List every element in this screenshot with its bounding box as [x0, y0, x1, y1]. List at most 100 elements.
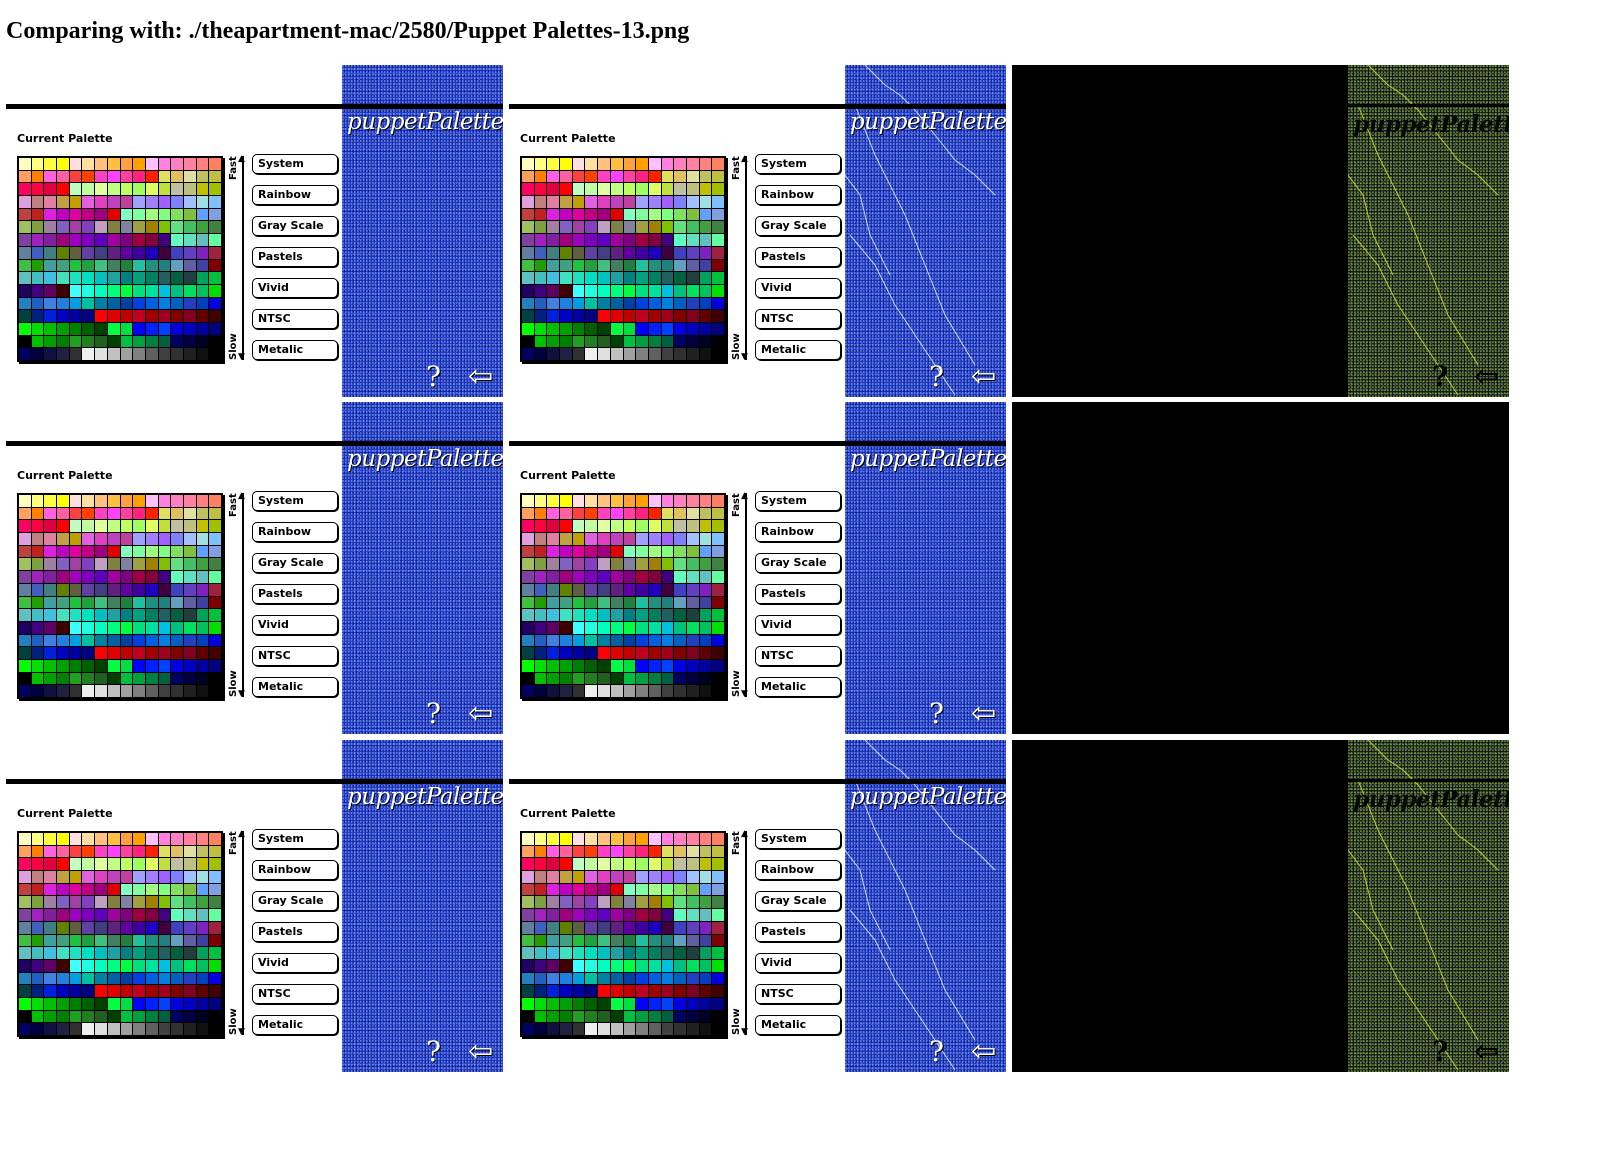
palette-swatch[interactable]: [57, 621, 69, 634]
palette-swatch[interactable]: [648, 571, 661, 583]
palette-swatch[interactable]: [534, 558, 547, 571]
palette-swatch[interactable]: [636, 322, 648, 335]
palette-swatch[interactable]: [648, 883, 661, 896]
palette-swatch[interactable]: [31, 972, 44, 985]
palette-swatch[interactable]: [522, 183, 534, 196]
palette-swatch[interactable]: [598, 520, 610, 533]
palette-button-metalic[interactable]: Metalic: [755, 1015, 841, 1035]
palette-swatch[interactable]: [712, 158, 724, 170]
palette-swatch[interactable]: [598, 921, 610, 934]
palette-swatch[interactable]: [623, 310, 636, 322]
palette-swatch[interactable]: [82, 1023, 95, 1035]
palette-swatch[interactable]: [145, 883, 158, 896]
palette-swatch[interactable]: [145, 972, 158, 985]
palette-swatch[interactable]: [196, 659, 209, 672]
palette-swatch[interactable]: [196, 272, 209, 284]
palette-swatch[interactable]: [547, 596, 560, 609]
palette-swatch[interactable]: [196, 1023, 209, 1035]
palette-swatch[interactable]: [171, 659, 183, 672]
palette-swatch[interactable]: [712, 297, 724, 310]
palette-swatch[interactable]: [44, 571, 57, 583]
palette-swatch[interactable]: [534, 883, 547, 896]
palette-swatch[interactable]: [598, 621, 610, 634]
palette-swatch[interactable]: [560, 272, 572, 284]
palette-swatch[interactable]: [209, 596, 221, 609]
palette-swatch[interactable]: [19, 583, 31, 596]
palette-swatch[interactable]: [560, 997, 572, 1010]
palette-swatch[interactable]: [183, 883, 196, 896]
palette-swatch[interactable]: [95, 322, 107, 335]
palette-swatch[interactable]: [686, 972, 699, 985]
palette-swatch[interactable]: [534, 571, 547, 583]
palette-swatch[interactable]: [547, 335, 560, 348]
palette-swatch[interactable]: [44, 183, 57, 196]
palette-swatch[interactable]: [598, 833, 610, 845]
palette-swatch[interactable]: [598, 997, 610, 1010]
palette-swatch[interactable]: [171, 208, 183, 221]
palette-swatch[interactable]: [610, 297, 623, 310]
palette-swatch[interactable]: [82, 507, 95, 520]
palette-swatch[interactable]: [145, 533, 158, 545]
palette-swatch[interactable]: [95, 183, 107, 196]
palette-swatch[interactable]: [183, 934, 196, 947]
palette-swatch[interactable]: [82, 685, 95, 697]
palette-swatch[interactable]: [120, 297, 133, 310]
palette-swatch[interactable]: [196, 909, 209, 921]
palette-swatch[interactable]: [57, 634, 69, 647]
palette-swatch[interactable]: [610, 545, 623, 558]
palette-swatch[interactable]: [636, 659, 648, 672]
palette-swatch[interactable]: [82, 596, 95, 609]
palette-swatch[interactable]: [171, 609, 183, 621]
palette-swatch[interactable]: [560, 348, 572, 360]
palette-swatch[interactable]: [95, 596, 107, 609]
palette-swatch[interactable]: [57, 883, 69, 896]
palette-swatch[interactable]: [636, 896, 648, 909]
palette-swatch[interactable]: [534, 634, 547, 647]
palette-swatch[interactable]: [661, 959, 674, 972]
palette-swatch[interactable]: [560, 558, 572, 571]
palette-swatch[interactable]: [699, 621, 712, 634]
palette-swatch[interactable]: [120, 310, 133, 322]
palette-swatch[interactable]: [610, 647, 623, 659]
palette-swatch[interactable]: [712, 196, 724, 208]
palette-swatch[interactable]: [209, 259, 221, 272]
palette-swatch[interactable]: [572, 634, 585, 647]
palette-swatch[interactable]: [82, 985, 95, 997]
palette-swatch[interactable]: [31, 959, 44, 972]
palette-swatch[interactable]: [44, 495, 57, 507]
palette-swatch[interactable]: [31, 845, 44, 858]
palette-swatch[interactable]: [610, 858, 623, 871]
palette-swatch[interactable]: [598, 170, 610, 183]
palette-swatch[interactable]: [44, 997, 57, 1010]
palette-swatch[interactable]: [648, 533, 661, 545]
palette-swatch[interactable]: [82, 909, 95, 921]
palette-swatch[interactable]: [44, 208, 57, 221]
palette-swatch[interactable]: [547, 507, 560, 520]
palette-swatch[interactable]: [534, 322, 547, 335]
palette-swatch[interactable]: [145, 348, 158, 360]
palette-swatch[interactable]: [636, 348, 648, 360]
palette-swatch[interactable]: [69, 558, 82, 571]
palette-swatch[interactable]: [623, 1023, 636, 1035]
palette-swatch[interactable]: [107, 520, 120, 533]
palette-swatch[interactable]: [145, 934, 158, 947]
palette-swatch[interactable]: [585, 1023, 598, 1035]
palette-swatch[interactable]: [120, 571, 133, 583]
palette-swatch[interactable]: [19, 1010, 31, 1023]
palette-swatch[interactable]: [560, 858, 572, 871]
palette-swatch[interactable]: [686, 985, 699, 997]
palette-swatch[interactable]: [196, 533, 209, 545]
palette-swatch[interactable]: [585, 972, 598, 985]
palette-swatch[interactable]: [699, 896, 712, 909]
palette-swatch[interactable]: [712, 883, 724, 896]
palette-swatch[interactable]: [44, 335, 57, 348]
palette-swatch[interactable]: [19, 507, 31, 520]
palette-swatch[interactable]: [686, 858, 699, 871]
palette-swatch[interactable]: [636, 1023, 648, 1035]
palette-swatch[interactable]: [19, 621, 31, 634]
palette-swatch[interactable]: [44, 672, 57, 685]
palette-swatch[interactable]: [585, 297, 598, 310]
palette-swatch[interactable]: [31, 634, 44, 647]
palette-swatch[interactable]: [547, 985, 560, 997]
palette-swatch[interactable]: [57, 272, 69, 284]
